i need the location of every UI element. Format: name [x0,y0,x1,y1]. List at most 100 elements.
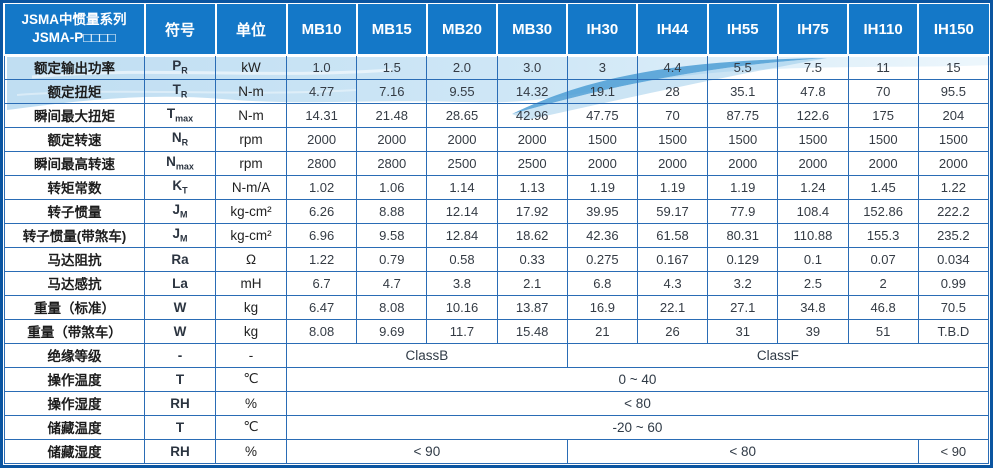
cell-value: 15.48 [496,318,568,344]
table-row: 转矩常数 KT N-m/A 1.02 1.06 1.14 1.13 1.19 1.19 1.19 1… [4,174,990,200]
cell-value: 12.84 [426,222,498,248]
cell-value: 70 [847,78,919,104]
row-unit: mH [215,270,287,296]
cell-value: 7.5 [777,54,849,80]
cell-value: 6.26 [285,198,358,224]
table-row: 绝缘等级 - - ClassB ClassF [4,342,990,368]
cell-value: 47.8 [777,78,849,104]
cell-value: 2500 [426,150,498,176]
cell-value: 204 [917,102,990,128]
table-row: 储藏温度 T ℃ -20 ~ 60 [4,414,989,440]
row-unit: N-m [215,102,287,128]
cell-value: 108.4 [777,198,849,224]
motor-spec-table: JSMA中惯量系列 JSMA-P□□□□ 符号 单位 MB10 MB15 MB20 M… [4,4,990,465]
cell-value: 70 [636,102,709,128]
cell-value: 0.1 [777,246,849,272]
row-symbol: Ra [144,246,216,272]
cell-value: 9.69 [356,318,428,344]
cell-value: < 90 [917,438,990,465]
cell-value: 47.75 [566,102,638,128]
cell-value: 0.33 [496,246,568,272]
row-unit: ℃ [215,366,287,392]
row-symbol: T [144,414,216,440]
cell-value: 0.167 [636,246,709,272]
model-column-header-ih75: IH75 [776,4,850,56]
cell-value: 35.1 [707,78,779,104]
cell-value: 39.95 [566,198,638,224]
row-symbol: La [144,270,216,296]
cell-value: 175 [847,102,919,128]
table-row: 操作温度 T ℃ 0 ~ 40 [4,366,989,392]
table-row: 额定转速 NR rpm 2000 2000 2000 2000 1500 1500 1500 150… [4,126,990,152]
cell-value: 235.2 [917,222,990,248]
cell-value: 2000 [566,150,638,176]
row-label: 储藏湿度 [4,438,145,465]
cell-value: 6.7 [285,270,358,296]
row-symbol: PR [144,54,216,80]
table-row: 转子惯量(带煞车) JM kg-cm² 6.96 9.58 12.84 18.62 42.36… [4,222,990,248]
cell-value: -20 ~ 60 [286,414,989,440]
cell-value: ClassF [566,342,990,368]
cell-value: 10.16 [426,294,498,320]
cell-value: 42.36 [566,222,638,248]
cell-value: 0.275 [566,246,638,272]
model-column-header-ih30: IH30 [566,4,639,56]
cell-value: < 80 [286,390,989,416]
cell-value: 14.32 [496,78,568,104]
cell-value: 11.7 [426,318,498,344]
cell-value: 2000 [636,150,709,176]
row-label: 额定转速 [4,126,145,152]
row-unit: rpm [215,126,287,152]
model-column-header-mb20: MB20 [425,4,499,56]
row-label: 马达感抗 [4,270,145,296]
row-unit: - [215,342,287,368]
cell-value: 9.58 [356,222,428,248]
cell-value: 2000 [847,150,919,176]
row-symbol: RH [144,438,216,465]
cell-value: 0.034 [917,246,990,272]
cell-value: 12.14 [426,198,498,224]
row-label: 转矩常数 [4,174,145,200]
row-symbol: W [144,294,216,320]
cell-value: 42.96 [496,102,568,128]
cell-value: 5.5 [707,54,779,80]
row-symbol: NR [144,126,216,152]
cell-value: 7.16 [356,78,428,104]
cell-value: 1.13 [496,174,568,200]
table-row: 转子惯量 JM kg-cm² 6.26 8.88 12.14 17.92 39.95 59.17… [4,198,990,224]
row-symbol: T [144,366,216,392]
spec-table-body: 额定输出功率 PR kW 1.0 1.5 2.0 3.0 3 4.4 5.5 7.5 11 15 额定扭矩… [4,54,990,465]
row-unit: % [215,438,287,465]
cell-value: 2000 [777,150,849,176]
row-unit: Ω [215,246,287,272]
cell-value: 4.4 [636,54,709,80]
model-column-header-mb15: MB15 [355,4,428,56]
table-row: 马达阻抗 Ra Ω 1.22 0.79 0.58 0.33 0.275 0.167 0.129 0.… [4,246,990,272]
cell-value: 1.19 [636,174,709,200]
cell-value: 3.2 [707,270,779,296]
model-column-header-ih55: IH55 [706,4,779,56]
row-label: 转子惯量 [4,198,145,224]
row-symbol: W [144,318,216,344]
cell-value: 2000 [356,126,428,152]
model-column-header-ih150: IH150 [917,4,989,56]
series-title: JSMA中惯量系列 JSMA-P□□□□ [4,4,146,56]
cell-value: 2000 [285,126,358,152]
cell-value: 3.0 [496,54,568,80]
cell-value: 0 ~ 40 [286,366,989,392]
cell-value: 14.31 [285,102,358,128]
cell-value: 28 [636,78,709,104]
cell-value: < 90 [286,438,568,465]
row-unit: kg-cm² [215,198,287,224]
cell-value: 34.8 [777,294,849,320]
row-label: 操作湿度 [4,390,145,416]
cell-value: 2000 [917,150,990,176]
row-unit: kg [215,318,287,344]
cell-value: 0.07 [847,246,919,272]
cell-value: < 80 [566,438,919,465]
cell-value: 13.87 [496,294,568,320]
cell-value: 1.19 [566,174,638,200]
cell-value: 0.99 [917,270,990,296]
cell-value: 152.86 [847,198,919,224]
